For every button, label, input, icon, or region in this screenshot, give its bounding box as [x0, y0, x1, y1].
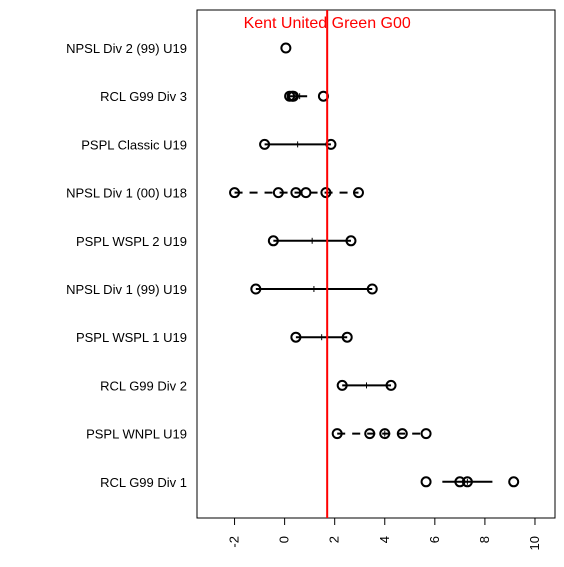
data-point-3	[461, 476, 473, 488]
data-point-1	[336, 379, 348, 391]
category-labels: NPSL Div 2 (99) U19 RCL G99 Div 3 PSPL Cla…	[66, 41, 187, 490]
data-point-2	[341, 331, 353, 343]
data-point-3	[287, 90, 299, 102]
category-label: PSPL WSPL 2 U19	[76, 234, 187, 249]
row-2	[284, 90, 329, 102]
category-label: PSPL Classic U19	[81, 137, 187, 152]
row-4	[229, 187, 364, 199]
category-label: NPSL Div 1 (00) U18	[66, 186, 187, 201]
data-point-1	[290, 331, 302, 343]
row-1	[280, 42, 292, 54]
rows-layer	[229, 42, 520, 488]
data-point-2	[454, 476, 466, 488]
row-6	[250, 283, 378, 295]
category-label: RCL G99 Div 2	[100, 378, 187, 393]
data-point-3	[290, 187, 302, 199]
data-point-4	[300, 187, 312, 199]
data-point-5	[420, 428, 432, 440]
x-tick-label: 0	[277, 536, 292, 543]
data-point-2	[366, 283, 378, 295]
plot-frame	[196, 9, 556, 519]
data-point-2	[385, 379, 397, 391]
row-7	[290, 331, 353, 343]
category-label: PSPL WNPL U19	[86, 427, 187, 442]
row-10	[420, 476, 520, 488]
data-point-2	[345, 235, 357, 247]
row-9	[331, 428, 432, 440]
data-point-4	[508, 476, 520, 488]
category-label: RCL G99 Div 1	[100, 475, 187, 490]
x-tick-label: 10	[527, 536, 542, 550]
data-point-1	[267, 235, 279, 247]
category-label: RCL G99 Div 3	[100, 89, 187, 104]
x-tick-label: 6	[427, 536, 442, 543]
row-5	[267, 235, 357, 247]
x-tick-label: 2	[327, 536, 342, 543]
data-point-5	[320, 187, 332, 199]
reference-line-label: Kent United Green G00	[244, 15, 411, 32]
data-point-1	[280, 42, 292, 54]
data-point-1	[229, 187, 241, 199]
data-point-1	[259, 138, 271, 150]
data-point-2	[364, 428, 376, 440]
data-point-3	[379, 428, 391, 440]
data-point-4	[396, 428, 408, 440]
row-3	[259, 138, 337, 150]
category-label: NPSL Div 2 (99) U19	[66, 41, 187, 56]
data-point-1	[250, 283, 262, 295]
category-label: NPSL Div 1 (99) U19	[66, 282, 187, 297]
x-tick-label: 8	[477, 536, 492, 543]
row-8	[336, 379, 397, 391]
data-point-1	[331, 428, 343, 440]
data-point-1	[420, 476, 432, 488]
data-point-2	[272, 187, 284, 199]
data-point-6	[352, 187, 364, 199]
x-axis: -2 0 2 4 6 8 10	[227, 518, 542, 550]
x-tick-label: -2	[227, 536, 242, 548]
category-label: PSPL WSPL 1 U19	[76, 330, 187, 345]
x-tick-label: 4	[377, 536, 392, 543]
